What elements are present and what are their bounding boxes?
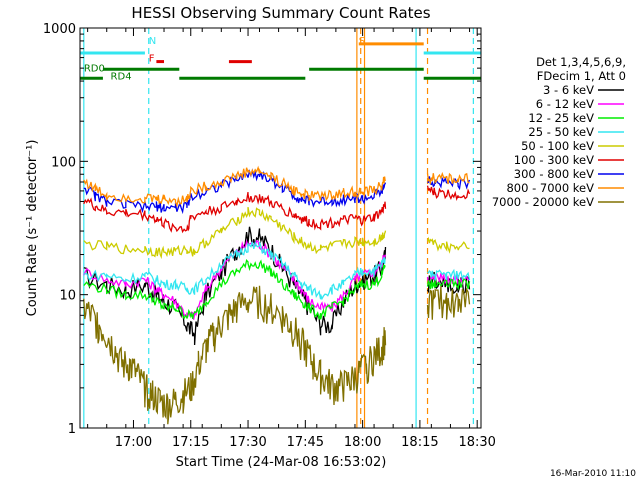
legend-entry-label: 50 - 100 keV — [521, 139, 594, 153]
legend-entry-label: 12 - 25 keV — [528, 111, 594, 125]
series-segment-1 — [83, 259, 386, 320]
legend-entry-label: 3 - 6 keV — [543, 83, 594, 97]
y-axis-label: Count Rate (s⁻¹ detector⁻¹) — [25, 140, 40, 317]
observing-flags: NF S RD0 RD4 — [80, 36, 481, 83]
series-segment-1 — [83, 191, 387, 234]
x-tick-label: 18:15 — [401, 435, 438, 450]
y-tick-label: 100 — [51, 155, 76, 170]
y-tick-label: 1000 — [43, 22, 76, 37]
axes: 1 10 100 1000 17:00 17:15 17:30 17:45 18:00 18:15… — [43, 22, 496, 450]
series-25to50keV-line — [83, 240, 471, 301]
series-segment-1 — [83, 285, 387, 425]
x-tick-label: 17:45 — [287, 435, 324, 450]
y-tick-label: 1 — [68, 422, 76, 437]
date-stamp: 16-Mar-2010 11:10 — [550, 469, 636, 479]
x-tick-label: 17:30 — [229, 435, 266, 450]
x-tick-label: 17:15 — [172, 435, 209, 450]
series-segment-2 — [426, 278, 471, 291]
series-800to7000keV-line — [83, 165, 470, 208]
x-axis-label: Start Time (24-Mar-08 16:53:02) — [176, 455, 387, 470]
legend-header: FDecim 1, Att 0 — [537, 69, 626, 83]
y-tick-label: 10 — [59, 289, 76, 304]
chart-title: HESSI Observing Summary Count Rates — [131, 4, 430, 22]
series-segment-1 — [83, 165, 387, 208]
series-12to25keV-line — [83, 259, 471, 320]
x-tick-label: 18:30 — [458, 435, 495, 450]
legend-entry-label: 800 - 7000 keV — [506, 181, 594, 195]
series-segment-2 — [426, 236, 470, 254]
series-50to100keV-line — [83, 206, 470, 260]
series-100to300keV-line — [83, 185, 471, 234]
flag-label: RD0 — [84, 64, 105, 75]
series-lines — [83, 165, 471, 425]
x-tick-label: 18:00 — [344, 435, 381, 450]
plot-frame — [79, 27, 482, 429]
legend-entry-label: 7000 - 20000 keV — [492, 195, 594, 209]
legend-header: Det 1,3,4,5,6,9, — [536, 55, 626, 69]
series-segment-1 — [83, 240, 387, 301]
legend: Det 1,3,4,5,6,9,FDecim 1, Att 03 - 6 keV… — [492, 55, 626, 209]
legend-entry-label: 6 - 12 keV — [536, 97, 594, 111]
flag-label: S — [359, 36, 365, 47]
x-tick-label: 17:00 — [115, 435, 152, 450]
legend-entry-label: 300 - 800 keV — [514, 167, 594, 181]
event-marker-lines — [83, 28, 474, 428]
flag-label: RD4 — [111, 72, 132, 83]
legend-entry-label: 100 - 300 keV — [514, 153, 594, 167]
legend-entry-label: 25 - 50 keV — [528, 125, 594, 139]
series-segment-1 — [83, 239, 387, 320]
series-segment-1 — [83, 168, 387, 215]
series-segment-1 — [83, 206, 387, 260]
flag-label: F — [149, 54, 155, 65]
flag-label: N — [149, 36, 156, 47]
series-7000to20000keV-line — [83, 285, 471, 425]
series-segment-2 — [426, 286, 471, 320]
series-segment-2 — [426, 185, 471, 201]
series-segment-2 — [426, 171, 470, 186]
series-segment-2 — [427, 268, 471, 281]
series-segment-1 — [83, 226, 387, 346]
